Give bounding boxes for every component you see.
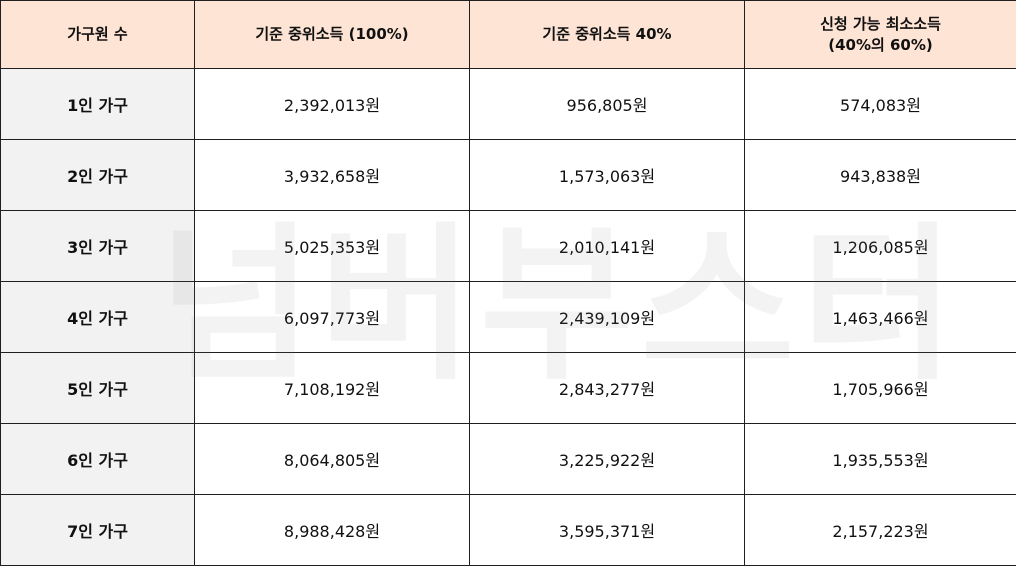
min-income-cell: 1,705,966원 [745,353,1016,424]
median-income-cell: 5,025,353원 [195,211,470,282]
min-income-cell: 943,838원 [745,140,1016,211]
min-income-cell: 1,206,085원 [745,211,1016,282]
row-label: 5인 가구 [1,353,195,424]
table-header-row: 가구원 수 기준 중위소득 (100%) 기준 중위소득 40% 신청 가능 최… [1,1,1016,69]
median-income-cell: 8,988,428원 [195,495,470,566]
min-income-cell: 1,935,553원 [745,424,1016,495]
min-income-cell: 574,083원 [745,69,1016,140]
min-income-cell: 2,157,223원 [745,495,1016,566]
header-household-size: 가구원 수 [1,1,195,69]
table-row: 6인 가구 8,064,805원 3,225,922원 1,935,553원 [1,424,1016,495]
row-label: 2인 가구 [1,140,195,211]
median-40-cell: 2,439,109원 [470,282,745,353]
header-min-eligible-income: 신청 가능 최소소득 (40%의 60%) [745,1,1016,69]
min-income-cell: 1,463,466원 [745,282,1016,353]
header-median-income-40: 기준 중위소득 40% [470,1,745,69]
median-income-cell: 8,064,805원 [195,424,470,495]
median-40-cell: 3,595,371원 [470,495,745,566]
table-row: 5인 가구 7,108,192원 2,843,277원 1,705,966원 [1,353,1016,424]
row-label: 1인 가구 [1,69,195,140]
table-row: 7인 가구 8,988,428원 3,595,371원 2,157,223원 [1,495,1016,566]
median-income-cell: 3,932,658원 [195,140,470,211]
row-label: 4인 가구 [1,282,195,353]
table-row: 1인 가구 2,392,013원 956,805원 574,083원 [1,69,1016,140]
median-income-cell: 2,392,013원 [195,69,470,140]
median-40-cell: 2,010,141원 [470,211,745,282]
row-label: 3인 가구 [1,211,195,282]
median-40-cell: 3,225,922원 [470,424,745,495]
median-income-cell: 7,108,192원 [195,353,470,424]
row-label: 7인 가구 [1,495,195,566]
median-40-cell: 2,843,277원 [470,353,745,424]
median-40-cell: 956,805원 [470,69,745,140]
median-income-cell: 6,097,773원 [195,282,470,353]
row-label: 6인 가구 [1,424,195,495]
table-row: 4인 가구 6,097,773원 2,439,109원 1,463,466원 [1,282,1016,353]
table-row: 3인 가구 5,025,353원 2,010,141원 1,206,085원 [1,211,1016,282]
table-row: 2인 가구 3,932,658원 1,573,063원 943,838원 [1,140,1016,211]
median-40-cell: 1,573,063원 [470,140,745,211]
header-median-income-100: 기준 중위소득 (100%) [195,1,470,69]
